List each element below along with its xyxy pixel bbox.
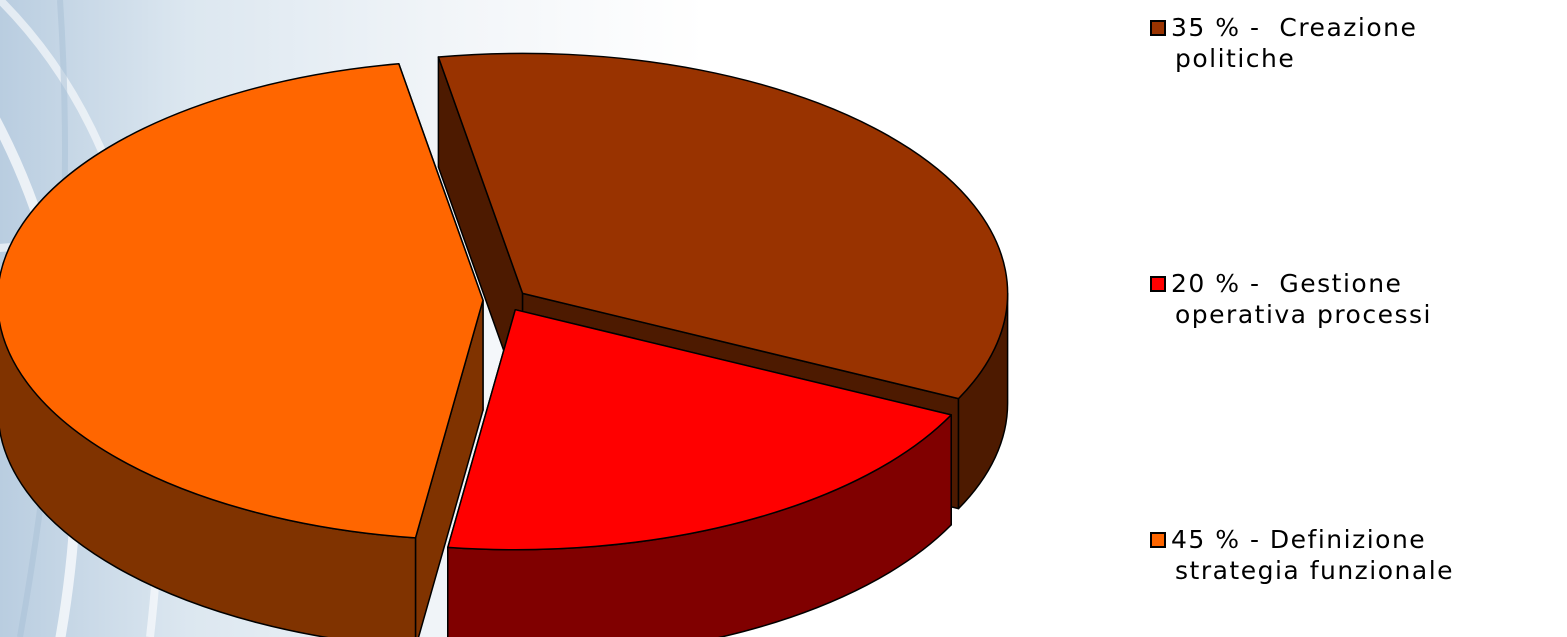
legend-label-line1: 45 % - Definizione	[1171, 525, 1427, 554]
legend-item-creazione-politiche: 35 % - Creazione politiche	[1150, 12, 1417, 74]
pie-slice-creazione-politiche	[437, 52, 1009, 400]
legend-swatch	[1150, 531, 1166, 548]
legend: 35 % - Creazione politiche 20 % - Gestio…	[1150, 0, 1567, 637]
legend-swatch	[1150, 275, 1166, 292]
legend-label-line1: 20 % - Gestione	[1171, 269, 1403, 298]
legend-swatch	[1150, 19, 1166, 36]
pie-slice-gestione-operativa-processi	[447, 308, 952, 551]
pie-chart	[0, 52, 1009, 637]
legend-item-gestione-operativa: 20 % - Gestione operativa processi	[1150, 268, 1432, 330]
pie-slice-definizione-strategia-funzionale	[0, 63, 484, 539]
legend-label-line2: operativa processi	[1175, 300, 1432, 329]
legend-label-line2: strategia funzionale	[1175, 556, 1455, 585]
legend-label-line1: 35 % - Creazione	[1171, 13, 1418, 42]
legend-item-definizione-strategia: 45 % - Definizione strategia funzionale	[1150, 524, 1454, 586]
legend-label-line2: politiche	[1175, 44, 1296, 73]
